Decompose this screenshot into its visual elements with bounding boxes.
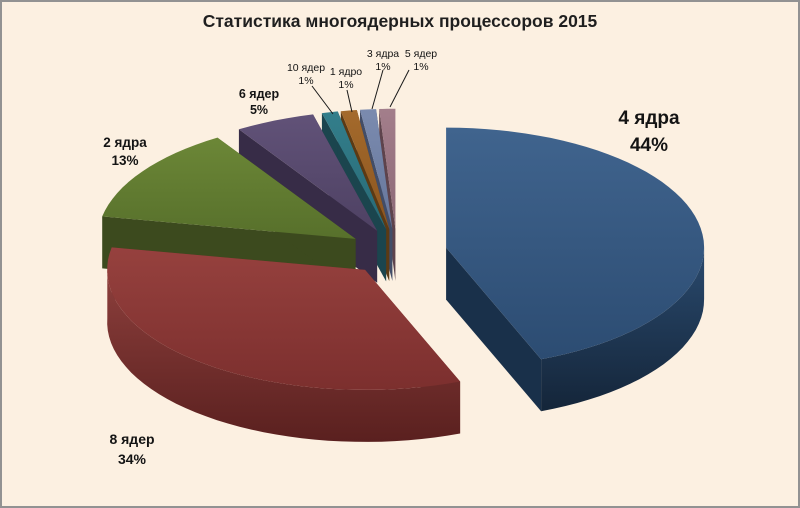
slice-label-pct: 1%: [298, 75, 314, 87]
pie-slice-10-ядер[interactable]: [321, 111, 387, 230]
slice-label-8-cores: 8 ядер 34%: [109, 429, 154, 469]
pie-slice-4-ядра-rim-wall[interactable]: [541, 246, 705, 412]
slice-label-6-cores: 6 ядер 5%: [239, 86, 279, 118]
slice-label-text: 4 ядра: [618, 108, 680, 129]
pie-slice-4-ядра-side-wall[interactable]: [446, 247, 542, 412]
slice-label-pct: 5%: [249, 103, 269, 117]
slice-label-text: 10 ядер: [286, 62, 326, 74]
pie-slice-1-ядро[interactable]: [340, 110, 390, 229]
slice-label-text: 2 ядра: [103, 135, 147, 150]
slice-label-2-cores: 2 ядра 13%: [103, 134, 146, 170]
pie-slice-6-ядер[interactable]: [238, 114, 378, 231]
pie-slice-2-ядра[interactable]: [102, 137, 356, 239]
slice-label-text: 1 ядро: [329, 66, 363, 78]
slice-label-pct: 13%: [111, 153, 139, 168]
slice-label-pct: 1%: [375, 61, 391, 73]
slice-label-text: 6 ядер: [238, 87, 280, 101]
slice-label-pct: 44%: [629, 135, 669, 156]
pie-slice-8-ядер-rim-wall[interactable]: [107, 266, 461, 442]
slice-label-text: 8 ядер: [109, 431, 155, 447]
slice-label-3-cores: 3 ядра 1%: [367, 48, 399, 74]
leader-line: [389, 69, 410, 108]
slice-label-text: 3 ядра: [366, 48, 400, 60]
chart-title: Статистика многоядерных процессоров 2015: [202, 11, 598, 31]
leader-line: [371, 69, 384, 110]
slice-label-1-core: 1 ядро 1%: [330, 66, 362, 92]
slice-label-pct: 1%: [413, 61, 429, 73]
slice-label-pct: 1%: [338, 79, 354, 91]
slice-label-text: 5 ядер: [404, 48, 438, 60]
pie-slice-8-ядер[interactable]: [107, 247, 461, 390]
pie-slice-4-ядра[interactable]: [446, 127, 705, 360]
slice-label-4-cores: 4 ядра 44%: [618, 105, 679, 159]
slice-label-pct: 34%: [117, 451, 147, 467]
leader-line: [346, 89, 353, 113]
slice-label-5-cores: 5 ядер 1%: [405, 48, 437, 74]
slice-label-10-cores: 10 ядер 1%: [287, 62, 325, 88]
leader-line: [311, 85, 334, 115]
pie-slice-5-ядер[interactable]: [379, 108, 396, 229]
pie-slice-3-ядра[interactable]: [360, 109, 393, 229]
